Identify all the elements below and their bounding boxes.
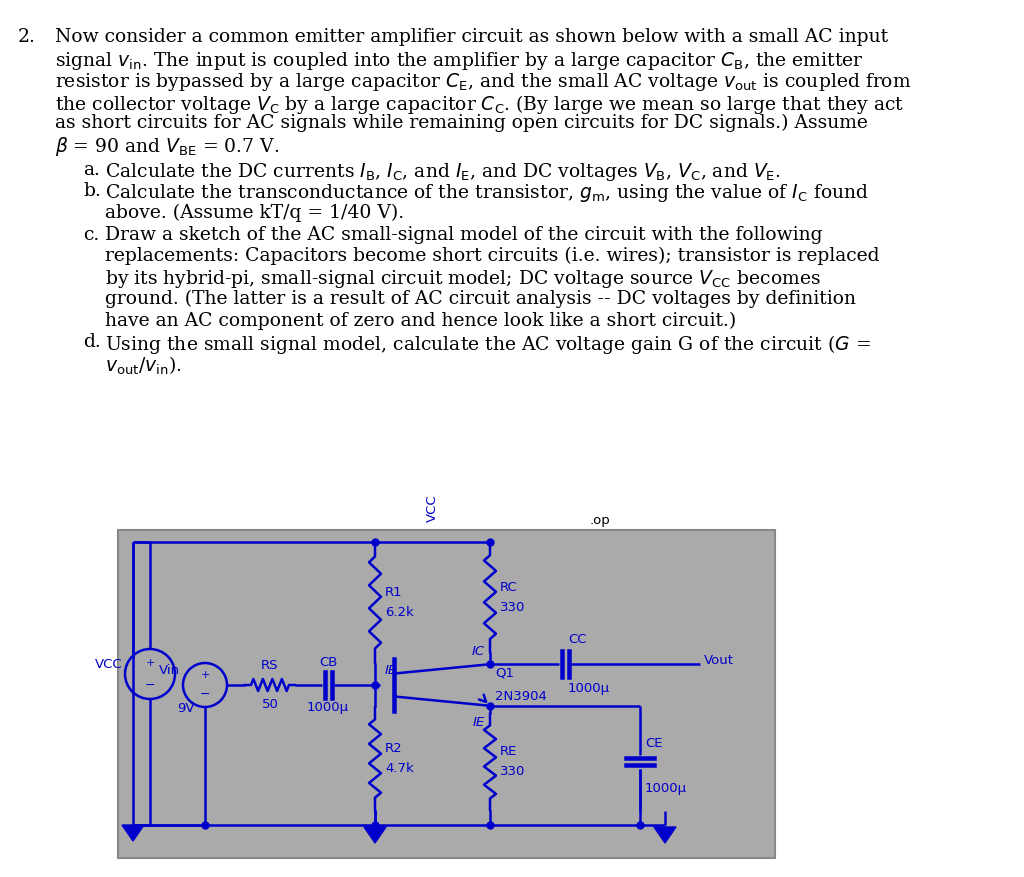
Text: have an AC component of zero and hence look like a short circuit.): have an AC component of zero and hence l… [105,311,736,330]
Text: b.: b. [83,182,101,201]
Text: resistor is bypassed by a large capacitor $C_{\rm E}$, and the small AC voltage : resistor is bypassed by a large capacito… [55,71,911,93]
Text: +: + [145,658,155,667]
Text: d.: d. [83,333,100,351]
Text: as short circuits for AC signals while remaining open circuits for DC signals.) : as short circuits for AC signals while r… [55,114,868,132]
Text: 1000μ: 1000μ [568,682,610,695]
Text: .op: .op [590,514,610,527]
Text: Calculate the DC currents $I_{\rm B}$, $I_{\rm C}$, and $I_{\rm E}$, and DC volt: Calculate the DC currents $I_{\rm B}$, $… [105,161,781,183]
Text: $\beta$ = 90 and $V_{\rm BE}$ = 0.7 V.: $\beta$ = 90 and $V_{\rm BE}$ = 0.7 V. [55,136,280,159]
Polygon shape [654,827,676,843]
Text: a.: a. [83,161,100,179]
Text: Vout: Vout [705,653,734,667]
Text: Now consider a common emitter amplifier circuit as shown below with a small AC i: Now consider a common emitter amplifier … [55,28,888,46]
Text: IC: IC [472,645,485,659]
Text: 1000μ: 1000μ [645,782,687,795]
Text: replacements: Capacitors become short circuits (i.e. wires); transistor is repla: replacements: Capacitors become short ci… [105,247,880,265]
Text: 330: 330 [500,766,525,779]
Text: Vin: Vin [159,664,180,677]
Text: Q1: Q1 [495,666,514,679]
Text: 2N3904: 2N3904 [495,690,547,703]
Text: by its hybrid-pi, small-signal circuit model; DC voltage source $V_{\rm CC}$ bec: by its hybrid-pi, small-signal circuit m… [105,268,821,290]
Text: 50: 50 [261,698,279,711]
Text: 9V: 9V [177,702,195,715]
Text: IB: IB [385,664,398,677]
Text: signal $v_{\rm in}$. The input is coupled into the amplifier by a large capacito: signal $v_{\rm in}$. The input is couple… [55,49,863,72]
Text: 2.: 2. [18,28,36,46]
Text: 6.2k: 6.2k [385,606,414,619]
Text: VCC: VCC [95,658,123,671]
Polygon shape [122,825,144,841]
Polygon shape [364,827,386,843]
Text: R1: R1 [385,586,402,599]
FancyBboxPatch shape [118,530,775,858]
Text: the collector voltage $V_{\rm C}$ by a large capacitor $C_{\rm C}$. (By large we: the collector voltage $V_{\rm C}$ by a l… [55,92,904,116]
Text: CB: CB [318,656,337,669]
Text: Draw a sketch of the AC small-signal model of the circuit with the following: Draw a sketch of the AC small-signal mod… [105,225,822,244]
Text: CC: CC [568,633,587,646]
Text: Calculate the transconductance of the transistor, $g_{\rm m}$, using the value o: Calculate the transconductance of the tr… [105,182,868,204]
Text: −: − [144,679,156,692]
Text: +: + [201,670,210,680]
Text: RS: RS [261,659,279,672]
Text: Using the small signal model, calculate the AC voltage gain G of the circuit ($G: Using the small signal model, calculate … [105,333,870,356]
Text: IE: IE [473,716,485,729]
Text: above. (Assume kT/q = 1/40 V).: above. (Assume kT/q = 1/40 V). [105,204,404,222]
Text: 1000μ: 1000μ [307,701,349,714]
Text: ground. (The latter is a result of AC circuit analysis -- DC voltages by definit: ground. (The latter is a result of AC ci… [105,290,856,308]
Text: RE: RE [500,745,517,759]
Text: c.: c. [83,225,99,244]
Text: CE: CE [645,738,663,751]
Text: VCC: VCC [426,495,439,522]
Text: 330: 330 [500,601,525,614]
Text: RC: RC [500,581,518,594]
Text: −: − [200,688,210,702]
Text: R2: R2 [385,742,402,755]
Text: 4.7k: 4.7k [385,762,414,775]
Text: $v_{\rm out}/v_{\rm in}$).: $v_{\rm out}/v_{\rm in}$). [105,354,181,377]
